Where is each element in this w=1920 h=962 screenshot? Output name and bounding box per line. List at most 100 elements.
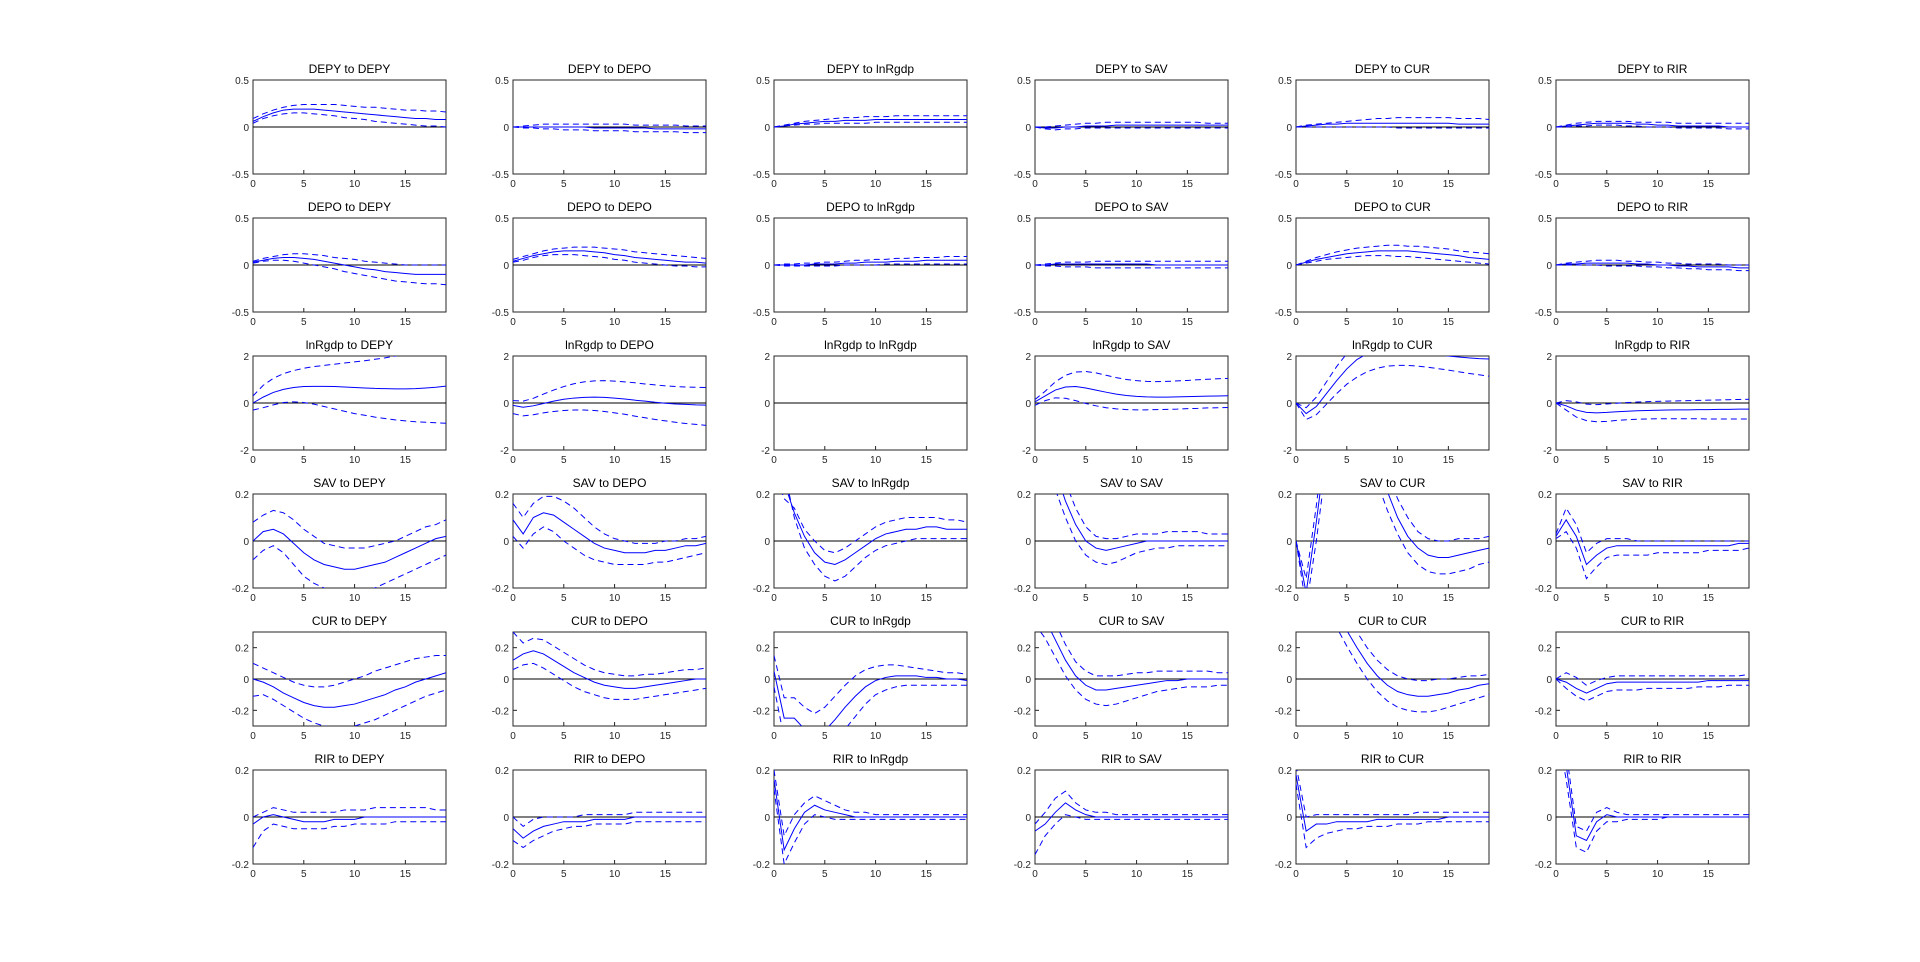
y-tick-label: 0.5 [495, 76, 509, 87]
confidence-band-line [513, 821, 706, 849]
y-tick-label: 2 [1025, 352, 1031, 363]
impulse-response-line [253, 385, 446, 404]
x-tick-label: 5 [1604, 731, 1610, 742]
y-tick-label: -0.2 [753, 584, 771, 595]
subplot-title: lnRgdp to CUR [1352, 338, 1433, 352]
confidence-band-line [253, 259, 446, 286]
y-tick-label: 0.5 [1278, 214, 1292, 225]
impulse-response-line [253, 672, 446, 708]
y-tick-label: -0.5 [492, 308, 510, 319]
subplot-title: RIR to RIR [1623, 752, 1681, 766]
confidence-band-line [253, 401, 446, 424]
x-tick-label: 15 [1443, 731, 1455, 742]
subplot-title: CUR to DEPO [571, 614, 648, 628]
x-tick-label: 0 [1032, 593, 1038, 604]
y-tick-label: -0.2 [1014, 584, 1032, 595]
impulse-response-line [1035, 386, 1228, 403]
x-tick-label: 15 [400, 593, 412, 604]
x-tick-label: 15 [921, 455, 933, 466]
y-tick-label: 0 [243, 123, 249, 134]
x-tick-label: 5 [1344, 731, 1350, 742]
x-tick-label: 5 [822, 455, 828, 466]
impulse-response-line [253, 256, 446, 275]
x-tick-label: 10 [1652, 179, 1664, 190]
y-tick-label: -2 [1283, 446, 1292, 457]
y-tick-label: 0 [764, 261, 770, 272]
subplot-title: SAV to RIR [1622, 476, 1683, 490]
subplot-title: lnRgdp to DEPY [306, 338, 393, 352]
confidence-band-line [774, 121, 967, 128]
impulse-response-line [1556, 518, 1749, 566]
x-tick-label: 10 [1392, 593, 1404, 604]
confidence-band-line [1556, 672, 1749, 686]
confidence-band-line [774, 256, 967, 266]
y-tick-label: 0 [764, 123, 770, 134]
y-tick-label: 0 [1025, 537, 1031, 548]
x-tick-label: 10 [1131, 593, 1143, 604]
impulse-response-line [253, 108, 446, 122]
x-tick-label: 10 [870, 869, 882, 880]
y-tick-label: 0 [1025, 261, 1031, 272]
y-tick-label: -0.2 [1535, 860, 1553, 871]
x-tick-label: 5 [301, 455, 307, 466]
y-tick-label: 0 [503, 537, 509, 548]
confidence-band-line [1035, 126, 1228, 131]
x-tick-label: 0 [1032, 731, 1038, 742]
impulse-response-line [774, 259, 967, 266]
y-tick-label: 0 [503, 399, 509, 410]
y-tick-label: 0.2 [235, 644, 249, 655]
x-tick-label: 0 [1293, 593, 1299, 604]
impulse-response-line [1035, 263, 1228, 266]
x-tick-label: 10 [1392, 179, 1404, 190]
x-tick-label: 0 [771, 593, 777, 604]
confidence-band-line [1035, 371, 1228, 400]
x-tick-label: 15 [1703, 455, 1715, 466]
impulse-response-line [513, 126, 706, 130]
x-tick-label: 5 [1604, 869, 1610, 880]
y-tick-label: 0 [764, 537, 770, 548]
x-tick-label: 5 [1604, 455, 1610, 466]
x-tick-label: 10 [870, 593, 882, 604]
x-tick-label: 5 [301, 179, 307, 190]
x-tick-label: 15 [921, 731, 933, 742]
impulse-response-line [1296, 122, 1489, 128]
x-tick-label: 10 [609, 317, 621, 328]
x-tick-label: 10 [1131, 317, 1143, 328]
y-tick-label: -0.2 [492, 706, 510, 717]
y-tick-label: -0.5 [1014, 308, 1032, 319]
y-tick-label: 0.2 [756, 766, 770, 777]
confidence-band-line [253, 655, 446, 688]
y-tick-label: 2 [1546, 352, 1552, 363]
x-tick-label: 10 [1652, 593, 1664, 604]
x-tick-label: 10 [349, 731, 361, 742]
confidence-band-line [1059, 632, 1228, 677]
confidence-band-line [253, 103, 446, 119]
x-tick-label: 15 [1703, 869, 1715, 880]
confidence-band-line [513, 662, 706, 700]
x-tick-label: 15 [1443, 869, 1455, 880]
subplot-title: SAV to lnRgdp [832, 476, 910, 490]
x-tick-label: 0 [250, 869, 256, 880]
x-tick-label: 10 [1392, 731, 1404, 742]
confidence-band-line [774, 684, 967, 726]
subplot-title: DEPO to DEPO [567, 200, 652, 214]
subplot-title: DEPO to DEPY [308, 200, 391, 214]
y-tick-label: 0.2 [1017, 766, 1031, 777]
y-tick-label: 0.2 [1278, 644, 1292, 655]
x-tick-label: 0 [250, 731, 256, 742]
x-tick-label: 5 [301, 593, 307, 604]
x-tick-label: 5 [822, 869, 828, 880]
x-tick-label: 15 [400, 731, 412, 742]
impulse-response-line [1556, 678, 1749, 694]
y-tick-label: 2 [503, 352, 509, 363]
